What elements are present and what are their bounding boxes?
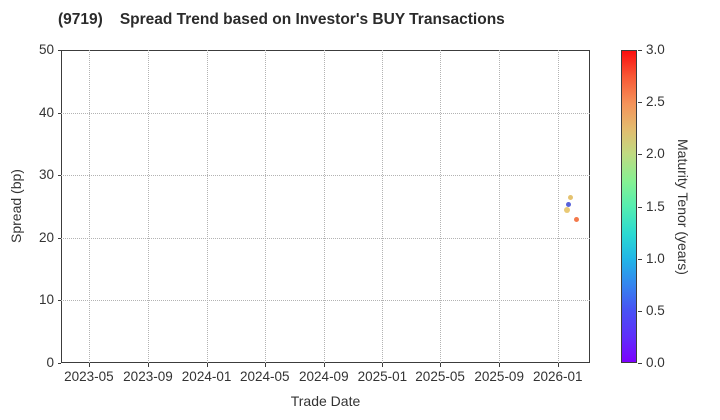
y-tick-label: 30	[38, 167, 54, 183]
colorbar-tick-mark	[638, 102, 642, 104]
colorbar-tick-label: 0.0	[646, 355, 665, 370]
colorbar-tick-label: 2.0	[646, 146, 665, 162]
y-axis-label: Spread (bp)	[8, 169, 24, 244]
y-tick-mark	[57, 50, 61, 51]
y-gridline	[61, 237, 590, 239]
colorbar	[621, 50, 637, 363]
x-tick-mark	[206, 363, 208, 367]
colorbar-tick-label: 3.0	[646, 42, 665, 57]
x-tick-mark	[499, 363, 501, 367]
y-tick-label: 10	[38, 292, 54, 308]
x-tick-label: 2023-09	[123, 369, 173, 384]
x-tick-mark	[264, 363, 266, 367]
colorbar-tick-mark	[638, 363, 642, 364]
x-tick-label: 2023-05	[64, 369, 114, 384]
x-axis-label: Trade Date	[290, 393, 361, 409]
scatter-point	[574, 217, 580, 223]
x-tick-label: 2024-01	[181, 369, 232, 384]
chart-title-code: (9719)	[58, 11, 103, 28]
colorbar-tick-label: 1.0	[646, 250, 665, 266]
x-tick-label: 2025-05	[415, 369, 465, 384]
x-tick-mark	[88, 363, 90, 367]
colorbar-tick-mark	[638, 154, 642, 156]
y-tick-mark	[57, 175, 61, 177]
colorbar-tick-label: 0.5	[646, 302, 665, 318]
x-tick-mark	[382, 363, 384, 367]
x-tick-label: 2024-09	[299, 369, 349, 384]
colorbar-tick-mark	[638, 310, 642, 312]
colorbar-tick-mark	[638, 50, 642, 51]
x-gridline	[88, 50, 90, 363]
scatter-point	[568, 194, 574, 200]
y-tick-label: 0	[46, 355, 54, 370]
x-gridline	[440, 50, 442, 363]
y-tick-mark	[57, 300, 61, 302]
x-tick-mark	[147, 363, 149, 367]
colorbar-tick-mark	[638, 206, 642, 208]
plot-area	[61, 50, 590, 363]
y-tick-label: 20	[38, 229, 54, 245]
x-tick-label: 2026-01	[533, 369, 583, 384]
scatter-point	[564, 206, 571, 213]
y-tick-mark	[57, 237, 61, 239]
x-gridline	[382, 50, 384, 363]
x-tick-label: 2025-01	[357, 369, 408, 384]
chart-title: (9719) Spread Trend based on Investor's B…	[58, 11, 505, 29]
x-tick-label: 2025-09	[474, 369, 524, 384]
x-gridline	[323, 50, 325, 363]
x-gridline	[557, 50, 559, 363]
y-tick-mark	[57, 112, 61, 114]
scatter-point	[566, 202, 572, 208]
y-gridline	[61, 175, 590, 177]
x-gridline	[147, 50, 149, 363]
colorbar-label: Maturity Tenor (years)	[675, 138, 691, 275]
y-tick-label: 50	[38, 42, 54, 57]
x-gridline	[499, 50, 501, 363]
x-tick-mark	[440, 363, 442, 367]
colorbar-tick-mark	[638, 258, 642, 260]
chart-title-text: Spread Trend based on Investor's BUY Tra…	[119, 11, 505, 28]
y-tick-label: 40	[38, 104, 54, 120]
x-tick-label: 2024-05	[239, 369, 290, 384]
x-tick-mark	[557, 363, 559, 367]
x-tick-mark	[323, 363, 325, 367]
colorbar-tick-label: 1.5	[646, 198, 665, 214]
y-tick-mark	[57, 363, 61, 364]
colorbar-tick-label: 2.5	[646, 94, 665, 110]
x-gridline	[264, 50, 266, 363]
x-gridline	[206, 50, 208, 363]
y-gridline	[61, 300, 590, 302]
y-gridline	[61, 112, 590, 114]
